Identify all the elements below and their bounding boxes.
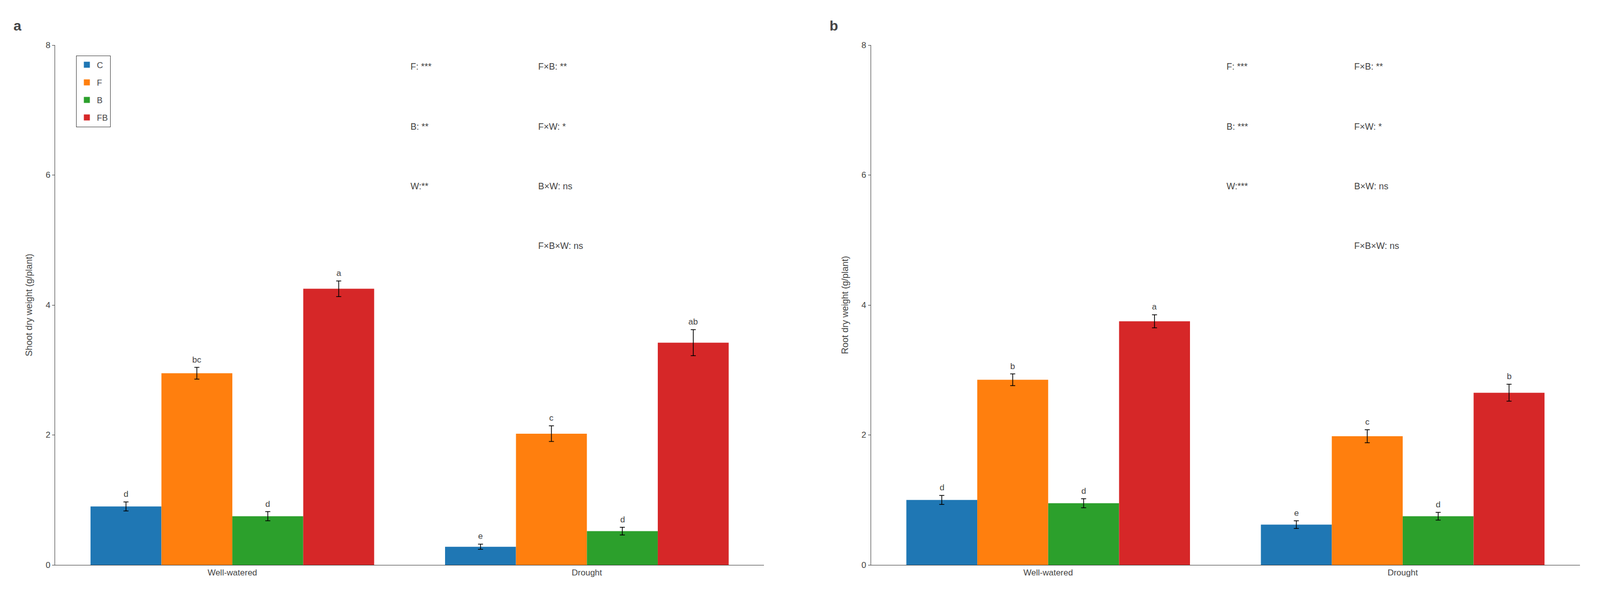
svg-text:a: a <box>1151 301 1157 312</box>
svg-text:d: d <box>939 482 945 493</box>
svg-text:B×W: ns: B×W: ns <box>1354 181 1389 192</box>
svg-text:B: ***: B: *** <box>1226 121 1249 132</box>
svg-text:Root dry weight (g/plant): Root dry weight (g/plant) <box>840 255 851 354</box>
svg-text:e: e <box>478 531 483 541</box>
svg-text:Drought: Drought <box>571 567 603 578</box>
svg-text:6: 6 <box>45 170 51 180</box>
svg-text:C: C <box>96 60 103 71</box>
svg-text:c: c <box>1365 417 1370 427</box>
svg-text:F×W: *: F×W: * <box>1354 121 1382 132</box>
svg-text:2: 2 <box>45 430 51 440</box>
svg-text:d: d <box>1435 499 1441 510</box>
svg-text:Drought: Drought <box>1387 567 1419 578</box>
svg-text:Shoot dry weight (g/plant): Shoot dry weight (g/plant) <box>24 253 35 356</box>
svg-text:d: d <box>1081 486 1086 496</box>
svg-text:F×B×W: ns: F×B×W: ns <box>538 240 584 251</box>
svg-text:4: 4 <box>861 300 867 310</box>
svg-text:B×W: ns: B×W: ns <box>538 181 573 192</box>
svg-text:8: 8 <box>45 40 51 51</box>
svg-text:b: b <box>1010 361 1015 371</box>
svg-text:8: 8 <box>861 40 867 51</box>
svg-text:F×B: **: F×B: ** <box>538 61 568 72</box>
svg-text:a: a <box>13 18 22 34</box>
svg-text:6: 6 <box>861 170 867 180</box>
svg-text:Well-watered: Well-watered <box>1023 567 1073 578</box>
svg-text:Well-watered: Well-watered <box>207 567 258 578</box>
svg-text:ab: ab <box>688 316 698 327</box>
svg-text:W:**: W:** <box>410 181 429 192</box>
svg-text:bc: bc <box>192 354 202 365</box>
svg-text:FB: FB <box>96 113 108 123</box>
svg-text:e: e <box>1294 508 1299 518</box>
svg-text:F: F <box>96 78 102 88</box>
svg-text:4: 4 <box>45 300 51 310</box>
svg-text:0: 0 <box>861 560 867 570</box>
svg-text:b: b <box>1506 371 1512 381</box>
svg-text:a: a <box>336 268 342 278</box>
svg-text:0: 0 <box>45 560 51 570</box>
svg-text:F×B: **: F×B: ** <box>1354 61 1384 72</box>
svg-text:B: **: B: ** <box>410 121 429 132</box>
svg-text:B: B <box>96 95 103 106</box>
svg-text:F: ***: F: *** <box>410 61 432 72</box>
svg-text:F×W: *: F×W: * <box>538 121 566 132</box>
svg-text:d: d <box>620 514 625 525</box>
svg-text:d: d <box>123 489 129 499</box>
svg-text:d: d <box>265 499 270 509</box>
svg-text:b: b <box>829 18 839 34</box>
svg-text:F×B×W: ns: F×B×W: ns <box>1354 240 1400 251</box>
svg-text:W:***: W:*** <box>1226 181 1249 192</box>
svg-text:c: c <box>549 413 554 423</box>
svg-text:2: 2 <box>861 430 867 440</box>
svg-text:F: ***: F: *** <box>1226 61 1248 72</box>
